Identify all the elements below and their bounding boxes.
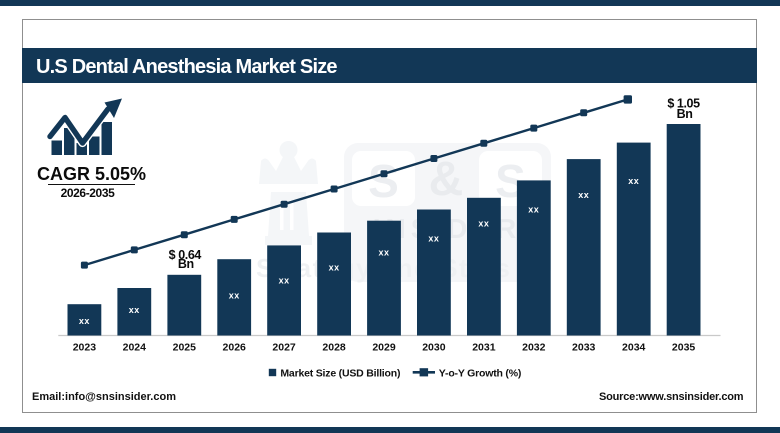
svg-text:Bn: Bn xyxy=(677,107,693,121)
svg-text:Bn: Bn xyxy=(178,257,194,271)
svg-text:2025: 2025 xyxy=(173,342,197,354)
svg-text:xx: xx xyxy=(578,190,589,200)
svg-text:Y-o-Y Growth (%): Y-o-Y Growth (%) xyxy=(439,367,521,379)
svg-text:xx: xx xyxy=(329,263,340,273)
svg-text:2034: 2034 xyxy=(622,342,646,354)
svg-text:2024: 2024 xyxy=(123,342,147,354)
svg-text:xx: xx xyxy=(129,305,140,315)
svg-text:xx: xx xyxy=(478,219,489,229)
svg-text:xx: xx xyxy=(378,247,389,257)
svg-text:S: S xyxy=(368,155,399,207)
svg-text:xx: xx xyxy=(428,233,439,243)
svg-text:xx: xx xyxy=(229,290,240,300)
svg-text:xx: xx xyxy=(79,316,90,326)
svg-text:2023: 2023 xyxy=(73,342,97,354)
svg-text:2030: 2030 xyxy=(422,342,446,354)
svg-text:xx: xx xyxy=(528,204,539,214)
svg-text:2028: 2028 xyxy=(322,342,346,354)
svg-text:xx: xx xyxy=(628,176,639,186)
svg-text:xx: xx xyxy=(279,275,290,285)
svg-text:2031: 2031 xyxy=(472,342,496,354)
svg-text:$ 0.64: $ 0.64 xyxy=(169,248,202,262)
svg-text:2029: 2029 xyxy=(372,342,396,354)
svg-text:2033: 2033 xyxy=(572,342,596,354)
svg-text:$ 1.05: $ 1.05 xyxy=(667,97,700,111)
svg-text:2026: 2026 xyxy=(223,342,247,354)
svg-text:2035: 2035 xyxy=(672,342,696,354)
svg-text:2027: 2027 xyxy=(272,342,296,354)
svg-text:2032: 2032 xyxy=(522,342,546,354)
svg-text:Market Size (USD Billion): Market Size (USD Billion) xyxy=(280,367,400,379)
